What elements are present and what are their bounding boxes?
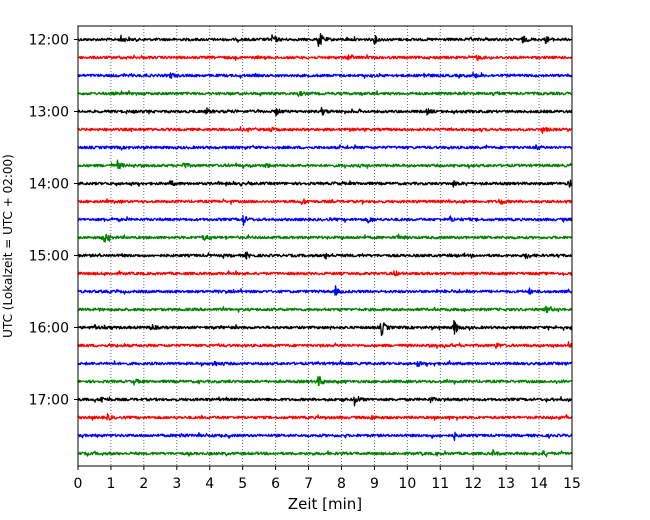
x-tick-label: 12	[464, 476, 482, 492]
y-axis: 12:00 13:00 14:00 15:00 16:00 17:00	[29, 33, 78, 409]
seismogram-trace	[77, 251, 573, 260]
x-axis-label: Zeit [min]	[288, 495, 362, 513]
seismogram-trace	[77, 412, 573, 421]
seismogram-trace	[77, 215, 573, 226]
x-tick-label: 1	[106, 476, 115, 492]
grid	[110, 26, 540, 466]
seismogram-trace	[77, 159, 573, 170]
seismogram-trace	[77, 54, 573, 61]
x-tick-label: 0	[74, 476, 83, 492]
x-tick-label: 2	[139, 476, 148, 492]
x-tick-label: 11	[431, 476, 449, 492]
plot-frame	[77, 25, 573, 467]
x-tick-label: 8	[337, 476, 346, 492]
seismogram-trace	[77, 375, 573, 387]
seismogram-trace	[77, 90, 573, 97]
seismogram-trace	[77, 33, 573, 48]
seismogram-trace	[77, 319, 573, 337]
seismogram-trace	[77, 360, 573, 368]
x-tick-label: 7	[304, 476, 313, 492]
seismogram-trace	[77, 285, 573, 296]
seismogram-trace	[77, 270, 573, 277]
y-axis-label: UTC (Lokalzeit = UTC + 02:00)	[1, 154, 15, 338]
y-tick-label: 12:00	[29, 33, 69, 49]
seismogram-trace	[77, 233, 573, 243]
y-tick-label: 15:00	[29, 249, 69, 265]
seismogram-trace	[77, 341, 573, 350]
x-tick-label: 3	[172, 476, 181, 492]
x-tick-label: 4	[205, 476, 214, 492]
y-tick-label: 13:00	[29, 105, 69, 121]
x-tick-label: 13	[497, 476, 515, 492]
seismogram-trace	[77, 198, 573, 206]
x-tick-label: 9	[370, 476, 379, 492]
seismogram-trace	[77, 144, 573, 151]
x-tick-label: 15	[563, 476, 581, 492]
seismogram-trace	[77, 179, 573, 188]
seismogram-trace	[77, 448, 573, 458]
seismogram-trace	[77, 106, 573, 117]
traces	[77, 33, 573, 458]
seismogram-trace	[77, 396, 573, 407]
x-tick-label: 14	[530, 476, 548, 492]
x-tick-label: 5	[238, 476, 247, 492]
y-tick-label: 17:00	[29, 393, 69, 409]
seismogram-trace	[77, 431, 573, 442]
seismogram-trace	[77, 305, 573, 314]
seismogram-trace	[77, 71, 573, 79]
y-tick-label: 16:00	[29, 321, 69, 337]
x-tick-label: 10	[398, 476, 416, 492]
x-tick-label: 6	[271, 476, 280, 492]
x-axis: 0 1 2 3 4 5 6 7 8 9 10 11 12 13 14 15	[74, 466, 581, 492]
y-tick-label: 14:00	[29, 177, 69, 193]
seismogram-trace	[77, 126, 573, 134]
